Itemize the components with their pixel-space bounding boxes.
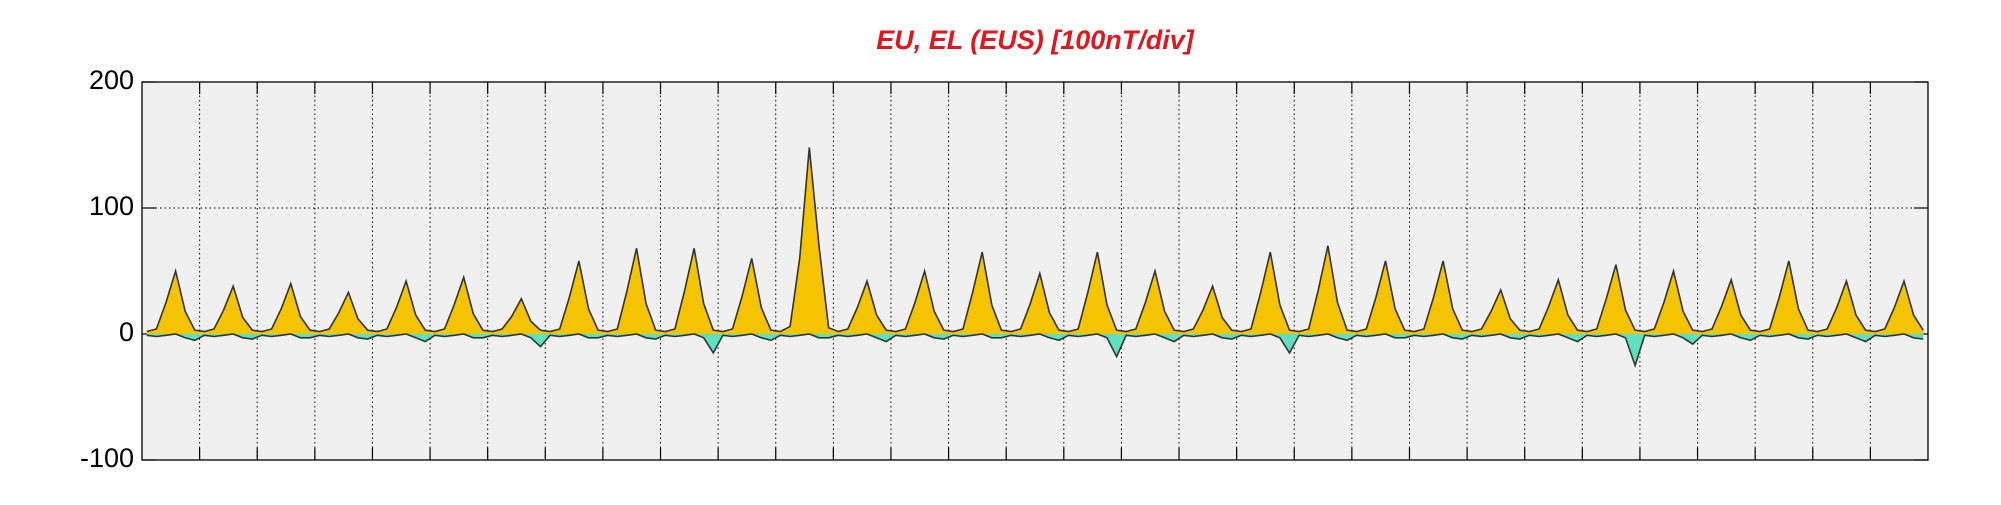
area bbox=[146, 334, 1924, 366]
area bbox=[146, 147, 1924, 334]
plot-area bbox=[142, 82, 1928, 460]
chart-title: EU, EL (EUS) [100nT/div] bbox=[876, 25, 1195, 55]
plot-frame bbox=[141, 81, 1929, 461]
y-tick-label: 200 bbox=[89, 65, 134, 95]
y-tick-label: 100 bbox=[89, 191, 134, 221]
y-tick-label: -100 bbox=[80, 443, 134, 473]
line bbox=[146, 147, 1924, 333]
line bbox=[146, 333, 1924, 369]
y-tick-label: 0 bbox=[119, 317, 134, 347]
